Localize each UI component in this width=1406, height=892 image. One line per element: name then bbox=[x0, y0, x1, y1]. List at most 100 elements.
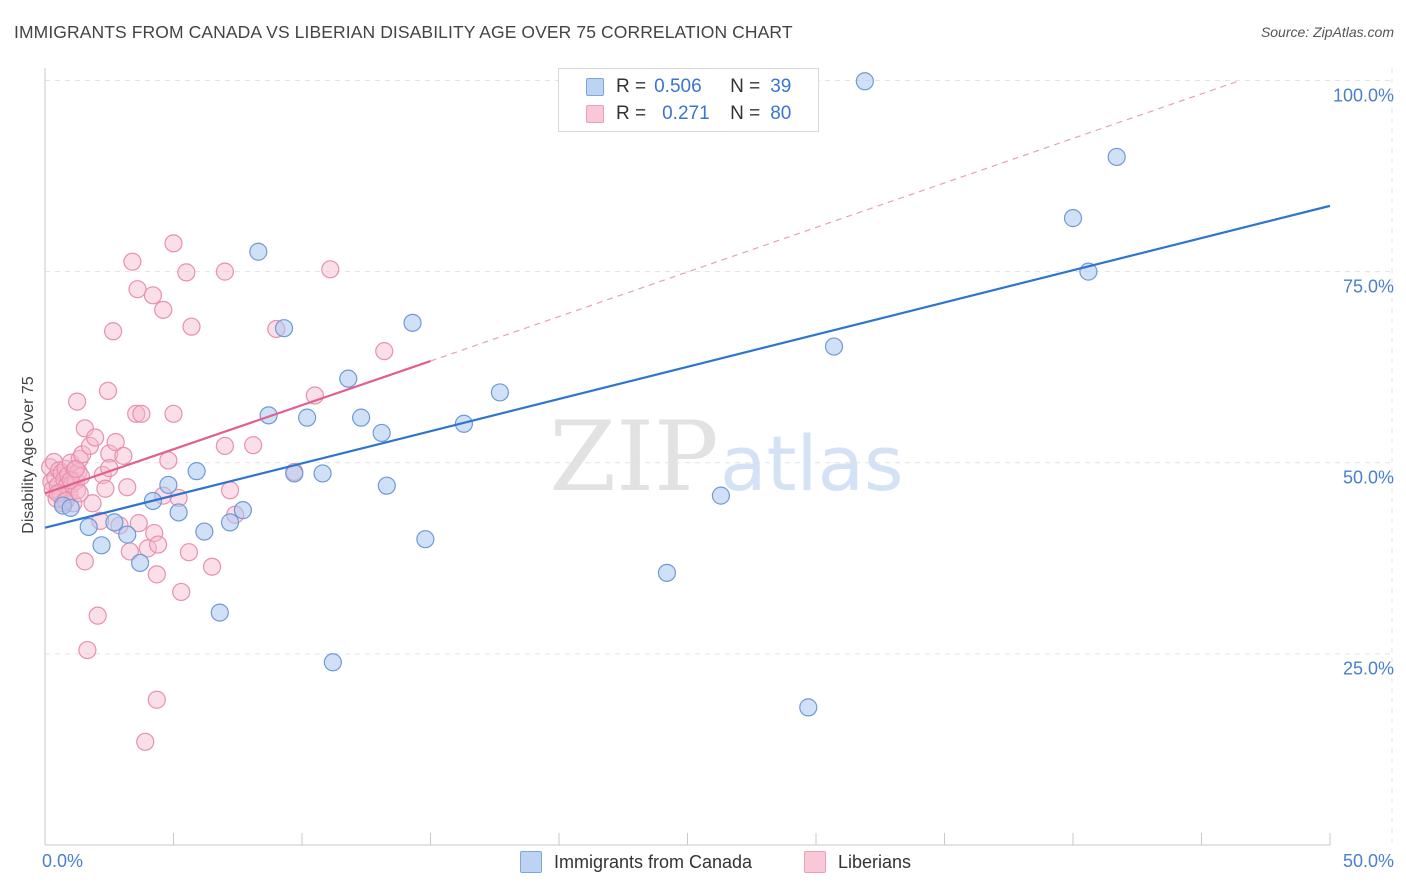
canada-point bbox=[416, 530, 435, 549]
x-tick-label-min: 0.0% bbox=[42, 851, 84, 871]
canada-point bbox=[824, 337, 844, 356]
liberians-point bbox=[164, 234, 183, 253]
liberians-point bbox=[132, 404, 151, 423]
canada-point bbox=[274, 319, 294, 338]
bottom-legend-liberians: Liberians bbox=[804, 851, 911, 873]
liberians-point bbox=[147, 565, 166, 584]
canada-point bbox=[195, 522, 214, 541]
canada-point bbox=[118, 525, 137, 544]
canada-trendline bbox=[44, 204, 1331, 529]
x-tick-label-max: 50.0% bbox=[1342, 851, 1394, 871]
liberians-point bbox=[145, 523, 164, 543]
canada-point bbox=[711, 486, 731, 505]
canada-points bbox=[53, 72, 1126, 717]
canada-point bbox=[61, 498, 80, 517]
y-tick-label: 50.0% bbox=[1342, 467, 1394, 488]
liberians-point bbox=[100, 444, 119, 463]
canada-point bbox=[352, 408, 371, 427]
trendlines bbox=[44, 79, 1331, 529]
liberians-point bbox=[127, 404, 146, 423]
liberians-point bbox=[123, 252, 142, 271]
liberians-point bbox=[136, 732, 155, 751]
y-tick-label: 25.0% bbox=[1342, 658, 1394, 679]
legend-r-value: 0.506 bbox=[654, 76, 702, 97]
legend-n-value: 39 bbox=[770, 76, 792, 97]
watermark-atlas: atlas bbox=[720, 419, 904, 508]
liberians-point bbox=[143, 286, 163, 305]
chart-source: Source: ZipAtlas.com bbox=[1260, 24, 1394, 40]
canada-point bbox=[799, 698, 818, 717]
watermark: ZIP atlas bbox=[549, 401, 903, 513]
canada-point bbox=[259, 406, 278, 425]
canada-point bbox=[1107, 147, 1126, 167]
canada-point bbox=[233, 501, 252, 520]
canada-point bbox=[79, 517, 98, 537]
liberians-point bbox=[96, 479, 115, 498]
liberians-trendline-extension bbox=[430, 79, 1241, 362]
legend-n-label: N = bbox=[730, 76, 761, 97]
canada-point bbox=[298, 408, 317, 427]
liberians-point bbox=[104, 322, 123, 341]
liberians-point bbox=[244, 436, 263, 455]
canada-point bbox=[377, 476, 396, 495]
canada-point bbox=[372, 423, 391, 443]
liberians-point bbox=[202, 557, 222, 576]
liberians-point bbox=[172, 582, 191, 602]
chart-title: IMMIGRANTS FROM CANADA VS LIBERIAN DISAB… bbox=[14, 22, 793, 42]
liberians-point bbox=[129, 514, 148, 533]
liberians-point bbox=[118, 478, 137, 497]
liberians-point bbox=[128, 280, 147, 299]
canada-point bbox=[313, 464, 332, 483]
liberians-point bbox=[159, 451, 178, 470]
canada-legend-label: Immigrants from Canada bbox=[554, 851, 753, 872]
liberians-point bbox=[215, 436, 234, 456]
liberians-point bbox=[147, 690, 166, 709]
legend-r-label: R = bbox=[616, 76, 647, 97]
liberians-point bbox=[68, 392, 87, 411]
stats-legend: R = 0.506 N = 39 R = 0.271 N = 80 bbox=[558, 68, 819, 132]
axes bbox=[44, 68, 1331, 846]
canada-point bbox=[657, 563, 677, 582]
canada-point bbox=[92, 536, 111, 555]
liberians-point bbox=[75, 419, 94, 438]
liberians-point bbox=[75, 552, 94, 571]
liberians-point bbox=[154, 300, 173, 319]
watermark-zip: ZIP bbox=[549, 401, 718, 513]
canada-point bbox=[105, 513, 124, 532]
liberians-swatch bbox=[586, 105, 604, 123]
bottom-legend-canada: Immigrants from Canada bbox=[520, 851, 752, 873]
liberians-point bbox=[78, 640, 97, 660]
legend-r-value: 0.271 bbox=[662, 103, 710, 124]
liberians-point bbox=[220, 481, 240, 500]
canada-legend-swatch bbox=[520, 851, 542, 873]
liberians-points bbox=[41, 234, 394, 751]
liberians-point bbox=[215, 262, 234, 281]
canada-point bbox=[220, 513, 240, 532]
liberians-point bbox=[164, 404, 183, 423]
canada-point bbox=[490, 383, 509, 402]
liberians-point bbox=[321, 260, 340, 279]
liberians-legend-swatch bbox=[804, 851, 826, 873]
liberians-point bbox=[114, 446, 133, 465]
legend-n-value: 80 bbox=[770, 103, 792, 124]
canada-point bbox=[187, 462, 206, 481]
liberians-legend-label: Liberians bbox=[838, 851, 912, 872]
canada-point bbox=[855, 72, 874, 91]
legend-row-liberians: R = 0.271 N = 80 bbox=[586, 102, 791, 126]
liberians-point bbox=[83, 494, 102, 513]
canada-point bbox=[403, 313, 422, 332]
liberians-point bbox=[182, 317, 201, 336]
liberians-trendline bbox=[44, 360, 431, 495]
legend-r-label: R = bbox=[616, 103, 647, 124]
canada-point bbox=[159, 475, 178, 495]
liberians-point bbox=[88, 606, 107, 625]
canada-point bbox=[339, 369, 358, 388]
liberians-point bbox=[93, 465, 112, 485]
liberians-point bbox=[98, 381, 118, 400]
liberians-point bbox=[70, 484, 89, 503]
liberians-point bbox=[61, 471, 80, 490]
liberians-point bbox=[148, 535, 168, 554]
canada-swatch bbox=[586, 78, 604, 96]
canada-point bbox=[210, 603, 229, 622]
